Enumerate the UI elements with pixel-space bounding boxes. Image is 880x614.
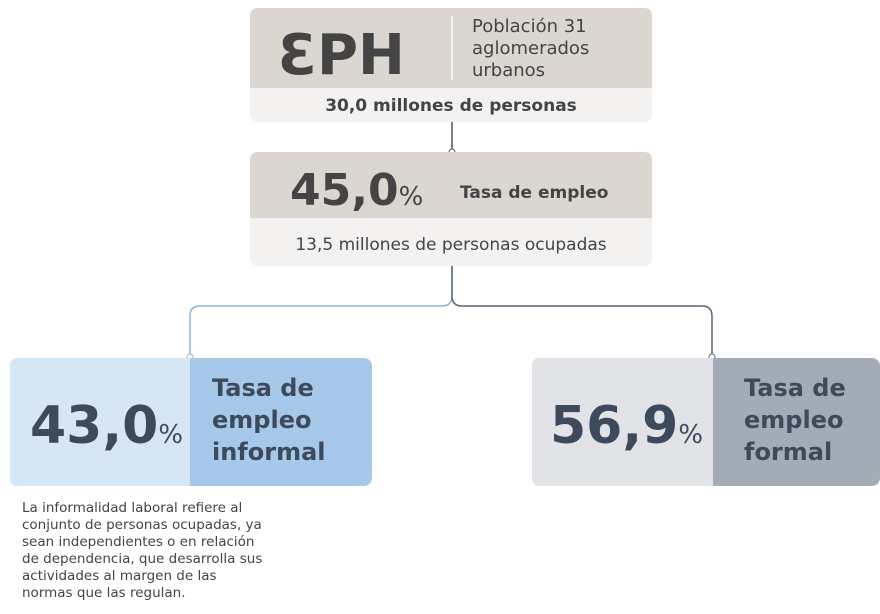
informal-label: informal xyxy=(212,438,326,466)
branch-formal xyxy=(451,266,713,356)
note: La informalidad laboral refiere al conju… xyxy=(22,500,262,601)
employment-label: Tasa de empleo xyxy=(460,183,608,203)
note-line: normas que las regulan. xyxy=(22,585,186,601)
branch-informal xyxy=(189,266,453,356)
footer: 13,5 millones de personas ocupadas xyxy=(295,235,606,255)
note-line: sean independientes o en relación xyxy=(22,534,254,550)
informal-rate: 43,0% xyxy=(30,396,183,456)
informal-value-panel xyxy=(10,358,190,486)
formal-label: formal xyxy=(744,438,832,466)
informal-label: empleo xyxy=(212,406,311,434)
informal-label: Tasa de xyxy=(212,374,314,402)
footer: 30,0 millones de personas xyxy=(325,96,577,116)
description: Población 31 xyxy=(472,16,587,37)
formal-value-panel xyxy=(532,358,713,486)
logo: ƐPH xyxy=(278,23,405,88)
note-line: de dependencia, que desarrolla sus xyxy=(22,551,262,567)
formal-label: empleo xyxy=(744,406,843,434)
note-line: La informalidad laboral refiere al xyxy=(22,500,242,516)
employment-rate: 45,0% xyxy=(290,165,423,216)
description: aglomerados xyxy=(472,38,589,59)
employment-header xyxy=(250,152,652,218)
description: urbanos xyxy=(472,60,545,81)
formal-rate: 56,9% xyxy=(550,396,703,456)
note-line: actividades al margen de las xyxy=(22,568,217,584)
note-line: conjunto de personas ocupadas, ya xyxy=(22,517,262,533)
formal-label: Tasa de xyxy=(744,374,846,402)
